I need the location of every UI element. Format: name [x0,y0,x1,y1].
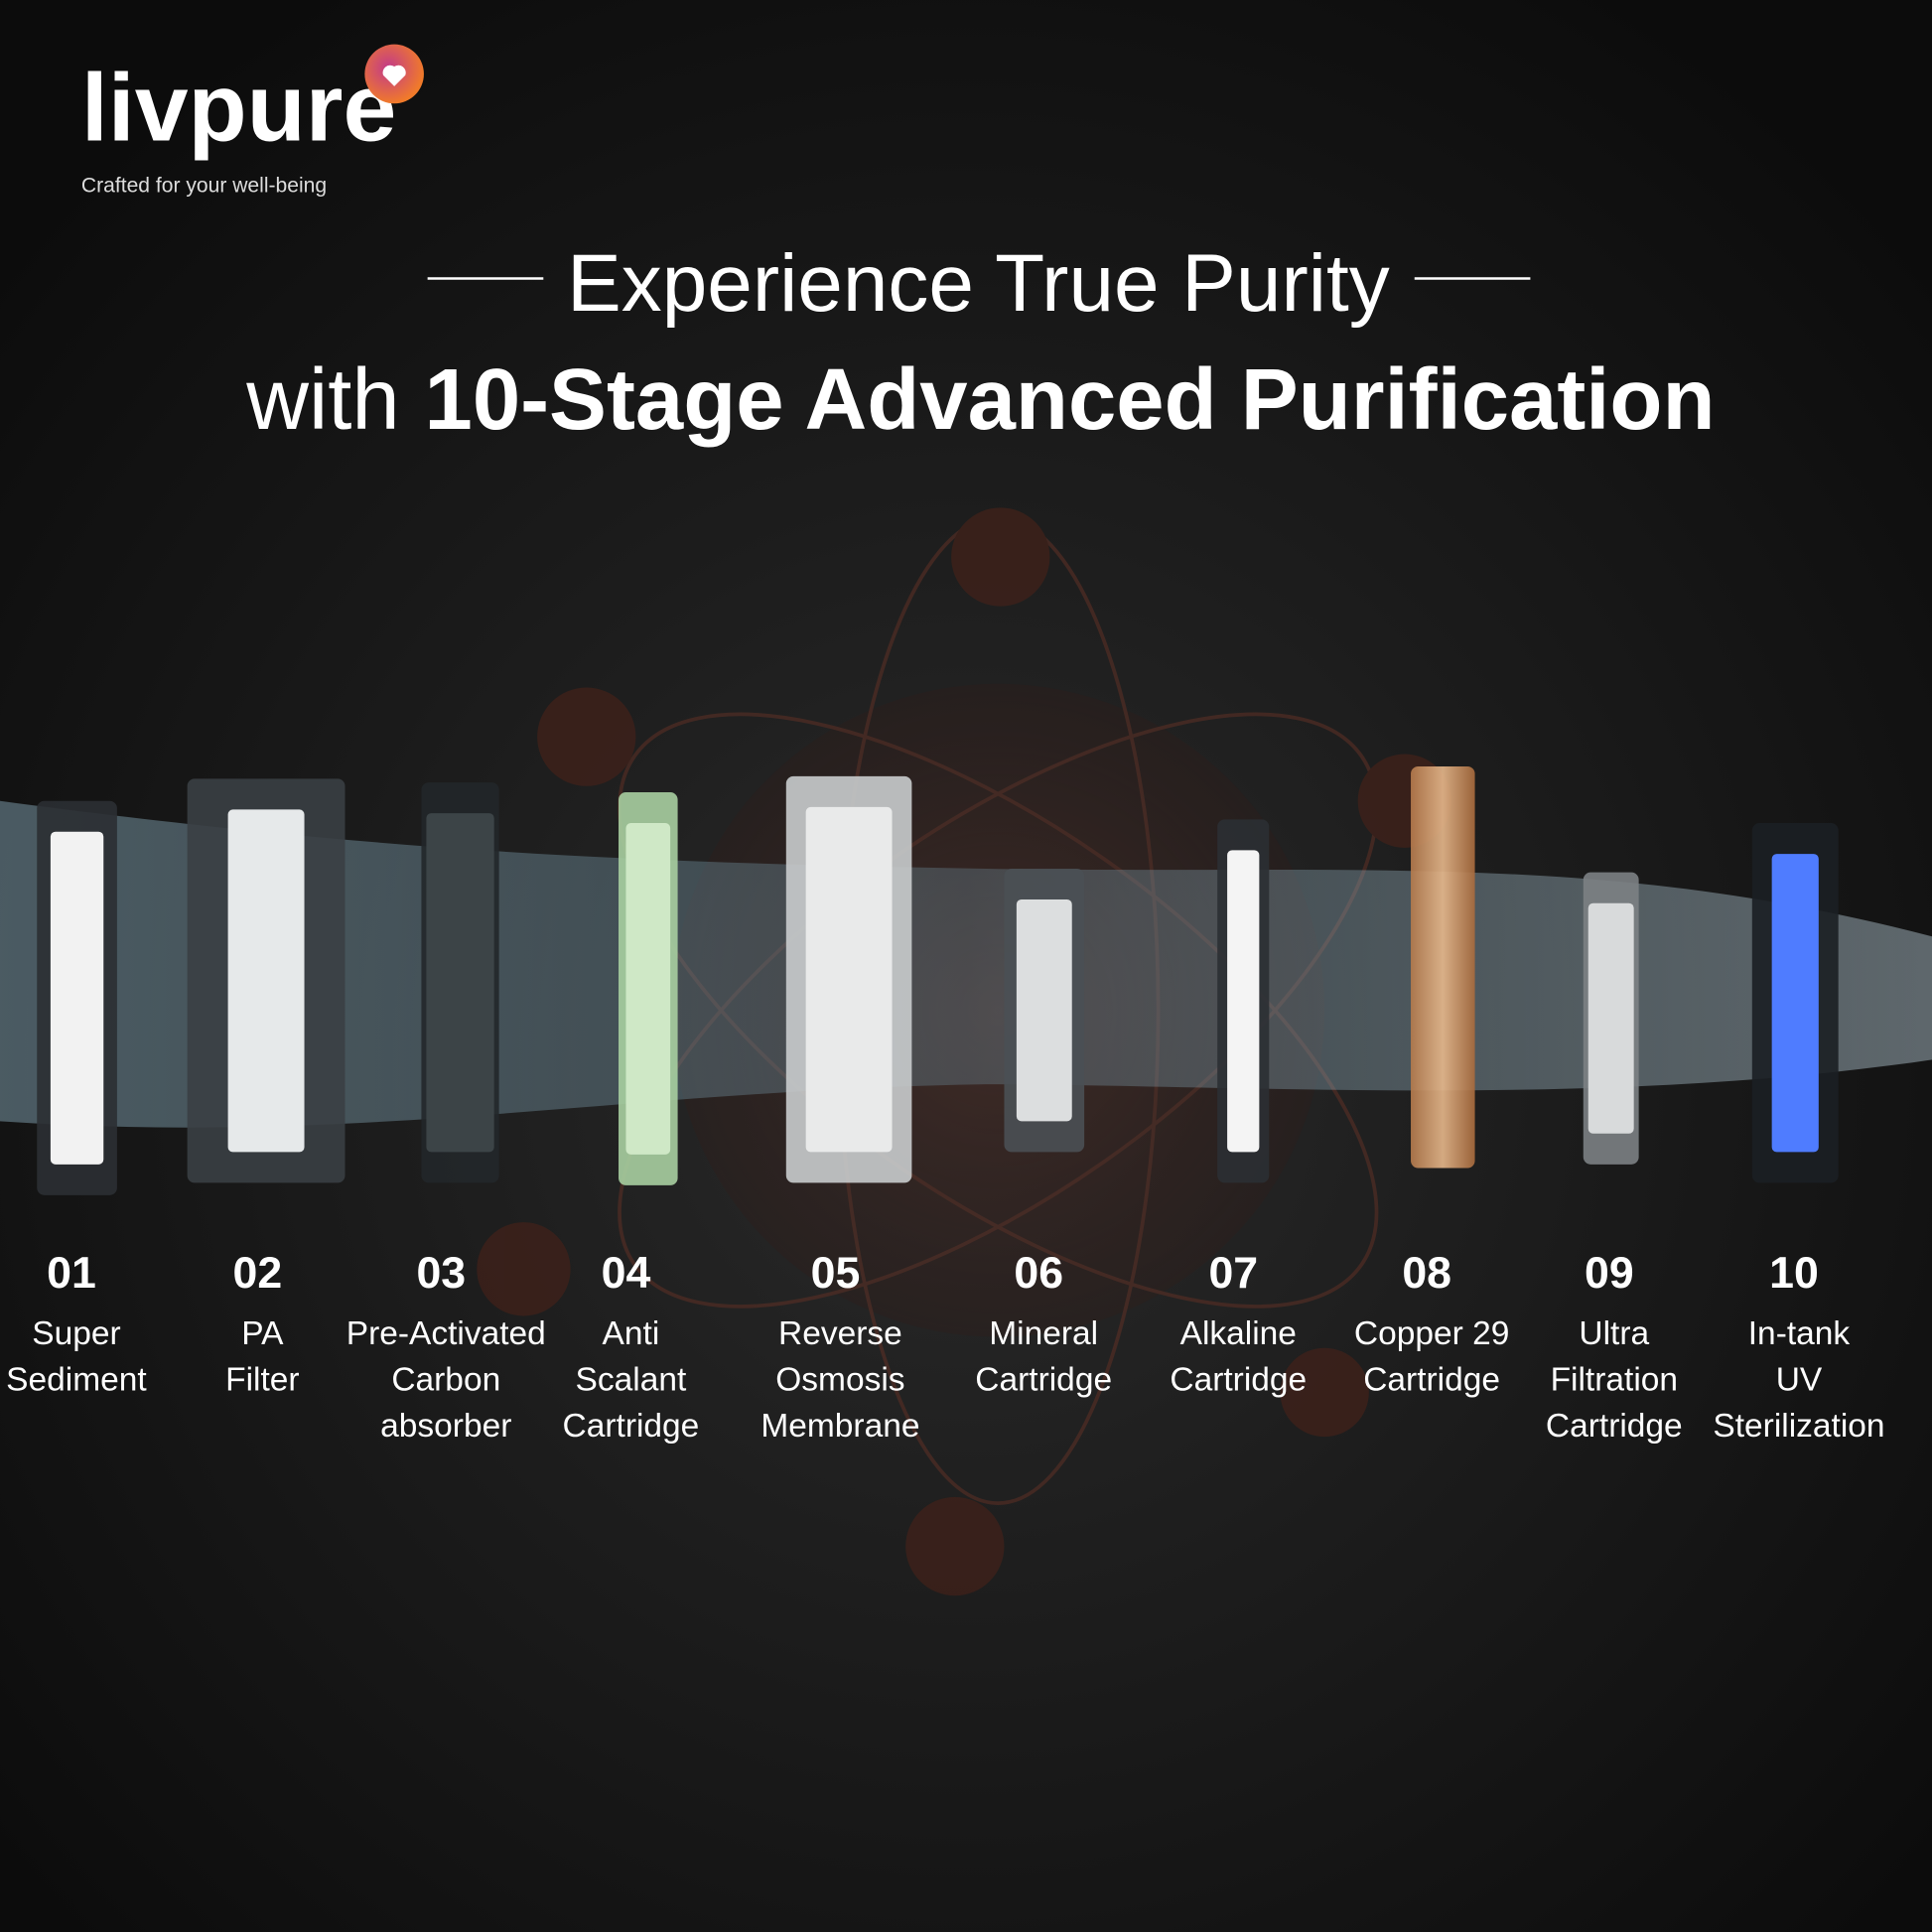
stage-label: Alkaline [1180,1315,1297,1352]
stage-label: Sediment [6,1362,147,1399]
cartridge [1411,765,1475,1169]
stage-label: UV [1776,1362,1823,1399]
stage-label: In-tank [1748,1315,1851,1352]
stage-label: Cartridge [975,1362,1112,1399]
stage-number: 06 [1014,1249,1063,1298]
stage-number: 01 [47,1249,96,1298]
stage-number: 02 [233,1249,283,1298]
headline-line2: with 10-Stage Advanced Purification [245,351,1715,448]
stage-label: Membrane [760,1408,919,1445]
cartridge-core [1016,898,1072,1122]
stage-number: 04 [602,1249,651,1298]
stage-label: Ultra [1579,1315,1649,1352]
stage-label: Carbon [391,1362,500,1399]
stage-label: Scalant [576,1362,687,1399]
cartridge-core [50,831,104,1165]
stage-label: Super [32,1315,120,1352]
stages: 01 Super Sediment 02 PA Filter 03 Pre-Activated… [6,1249,1884,1445]
stage-number: 03 [416,1249,466,1298]
cartridges [37,765,1839,1195]
brand-tagline: Crafted for your well-being [81,175,327,198]
stage-label: Osmosis [775,1362,904,1399]
stage-label: Anti [603,1315,660,1352]
stage-number: 08 [1402,1249,1451,1298]
cartridge-core [1771,854,1819,1153]
stage-label: Cartridge [563,1408,700,1445]
stage-number: 05 [811,1249,861,1298]
headline-bold: 10-Stage Advanced Purification [425,351,1716,448]
stage-label: Sterilization [1713,1408,1884,1445]
stage-number: 07 [1208,1249,1258,1298]
stage-label: Reverse [778,1315,902,1352]
headline-line1: Experience True Purity [567,238,1390,329]
stage-label: Cartridge [1170,1362,1307,1399]
stage-label: absorber [380,1408,511,1445]
cartridge-core [227,809,305,1153]
stage-label: Cartridge [1363,1362,1500,1399]
stage-label: PA [241,1315,284,1352]
stage-label: Cartridge [1546,1408,1683,1445]
stage-number: 10 [1769,1249,1819,1298]
brand-name: livpure [81,53,396,161]
stage-label: Pre-Activated [346,1315,546,1352]
cartridge-core [426,813,494,1153]
stage-label: Copper 29 [1354,1315,1509,1352]
stage-number: 09 [1585,1249,1634,1298]
stage-label: Filter [225,1362,299,1399]
headline-prefix: with [245,351,399,448]
cartridge-core [625,823,671,1155]
stage-label: Mineral [989,1315,1098,1352]
cartridge-core [1587,902,1634,1134]
cartridge-core [1227,850,1260,1153]
brand-heart [382,65,406,86]
stage-label: Filtration [1551,1362,1678,1399]
cartridge-core [805,806,893,1153]
